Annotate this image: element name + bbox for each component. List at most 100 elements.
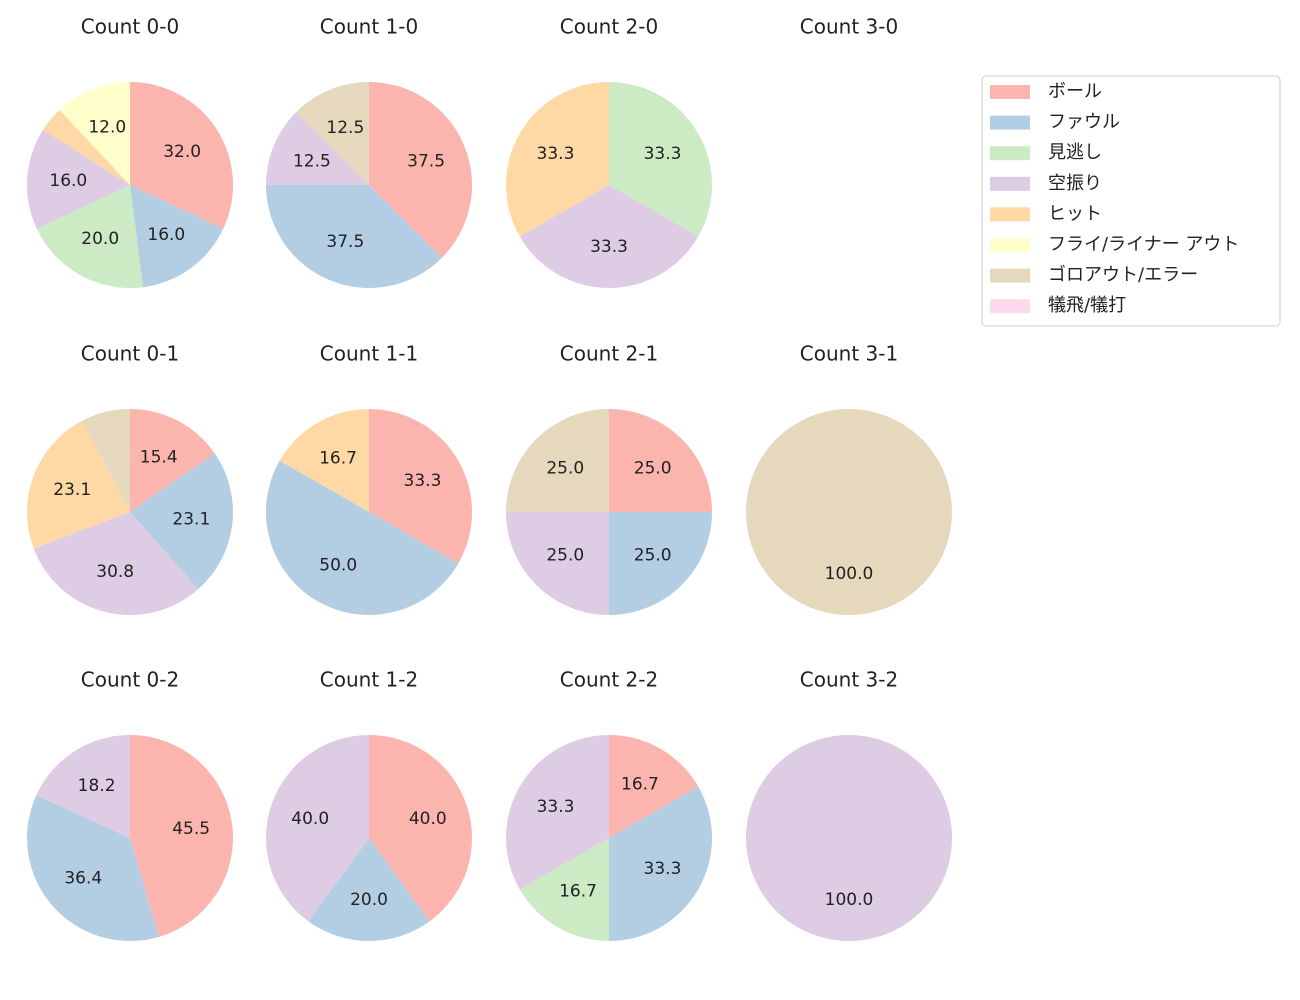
wedge-label: 40.0 — [409, 809, 447, 829]
pie-wedge — [369, 409, 472, 564]
wedge-label: 16.7 — [621, 775, 659, 795]
pie-wedge — [130, 185, 224, 288]
legend-swatch — [990, 238, 1030, 252]
wedge-label: 25.0 — [634, 546, 672, 566]
legend-box — [981, 75, 1281, 327]
wedge-label: 16.0 — [49, 171, 87, 191]
pie-wedge — [266, 185, 442, 288]
pie-wedge — [130, 409, 215, 512]
wedge-label: 12.5 — [293, 151, 331, 171]
pie-wedge — [296, 82, 369, 185]
wedge-label: 33.3 — [404, 471, 442, 491]
wedge-label: 12.0 — [88, 118, 126, 138]
pie-title: Count 0-1 — [81, 342, 179, 366]
legend-label: ヒット — [1048, 203, 1102, 224]
pie-wedge — [59, 82, 130, 185]
pie-title: Count 3-2 — [800, 668, 898, 692]
legend-label: 見逃し — [1048, 142, 1102, 163]
wedge-label: 23.1 — [53, 480, 91, 500]
wedge-label: 32.0 — [163, 142, 201, 162]
legend-swatch — [990, 207, 1030, 222]
pie-title: Count 2-2 — [560, 668, 658, 692]
wedge-label: 30.8 — [96, 562, 134, 582]
pie-wedge — [27, 795, 160, 941]
wedge-label: 33.3 — [537, 144, 575, 164]
wedge-label: 25.0 — [546, 546, 584, 566]
pie-wedge — [506, 409, 609, 512]
pie-wedge — [308, 838, 430, 941]
pie-wedge — [746, 735, 952, 941]
legend-swatch — [990, 299, 1030, 314]
pie-wedge — [746, 409, 952, 615]
pie-title: Count 0-2 — [81, 668, 179, 692]
pie-title: Count 2-0 — [560, 15, 658, 39]
legend-label: ボール — [1048, 81, 1102, 102]
pie-wedge — [609, 735, 699, 838]
wedge-label: 12.5 — [326, 118, 364, 138]
pie-wedge — [609, 512, 712, 615]
pie-wedge — [279, 409, 369, 512]
pie-wedge — [506, 512, 609, 615]
pie-wedge — [369, 735, 473, 922]
wedge-label: 20.0 — [81, 229, 119, 249]
pie-title: Count 0-0 — [81, 15, 179, 39]
legend-label: ファウル — [1048, 112, 1120, 133]
wedge-label: 100.0 — [825, 564, 874, 584]
pie-wedge — [266, 735, 369, 922]
legend-swatch — [990, 268, 1030, 283]
pie-title: Count 1-0 — [320, 15, 418, 39]
pie-title: Count 1-1 — [320, 342, 418, 366]
wedge-label: 50.0 — [319, 556, 357, 576]
wedge-label: 33.3 — [644, 144, 682, 164]
wedge-label: 37.5 — [407, 151, 445, 171]
pie-wedge — [506, 82, 609, 237]
wedge-label: 33.3 — [537, 797, 575, 817]
wedge-label: 16.0 — [147, 225, 185, 245]
legend-swatch — [990, 85, 1030, 99]
pie-wedge — [369, 82, 472, 258]
wedge-label: 33.3 — [590, 237, 628, 257]
pie-title: Count 3-1 — [800, 342, 898, 366]
pie-wedge — [130, 453, 234, 590]
wedge-label: 15.4 — [140, 447, 178, 467]
pie-wedge — [43, 109, 130, 185]
pie-wedge — [266, 460, 459, 615]
pie-wedge — [82, 409, 130, 512]
wedge-label: 100.0 — [825, 890, 874, 910]
pie-wedge — [27, 420, 130, 549]
legend-label: 犠飛/犠打 — [1048, 295, 1126, 316]
wedge-label: 33.3 — [644, 859, 682, 879]
pie-wedge — [519, 185, 699, 288]
legend-swatch — [990, 115, 1030, 130]
pie-title: Count 2-1 — [560, 342, 658, 366]
pie-wedge — [506, 735, 609, 890]
wedge-label: 23.1 — [172, 509, 210, 529]
wedge-label: 25.0 — [634, 458, 672, 478]
pie-wedge — [519, 838, 609, 941]
pie-wedge — [266, 112, 369, 185]
pie-wedge — [609, 786, 712, 941]
wedge-label: 20.0 — [350, 890, 388, 910]
pie-wedge — [27, 129, 131, 229]
pie-wedge — [33, 512, 199, 615]
legend-swatch — [990, 146, 1030, 161]
wedge-label: 16.7 — [319, 449, 357, 469]
pie-wedge — [609, 409, 712, 512]
pie-wedge — [609, 82, 712, 237]
wedge-label: 37.5 — [326, 232, 364, 252]
legend-swatch — [990, 176, 1030, 191]
wedge-label: 25.0 — [546, 458, 584, 478]
pie-wedge — [130, 82, 233, 229]
pie-wedge — [36, 185, 143, 288]
wedge-label: 16.7 — [559, 881, 597, 901]
pie-title: Count 1-2 — [320, 668, 418, 692]
wedge-label: 40.0 — [291, 809, 329, 829]
pie-title: Count 3-0 — [800, 15, 898, 39]
wedge-label: 18.2 — [78, 776, 116, 796]
wedge-label: 36.4 — [64, 868, 102, 888]
legend-label: ゴロアウト/エラー — [1048, 265, 1198, 286]
legend-label: フライ/ライナー アウト — [1048, 234, 1239, 255]
pie-wedge — [36, 735, 130, 838]
legend-label: 空振り — [1048, 173, 1102, 194]
